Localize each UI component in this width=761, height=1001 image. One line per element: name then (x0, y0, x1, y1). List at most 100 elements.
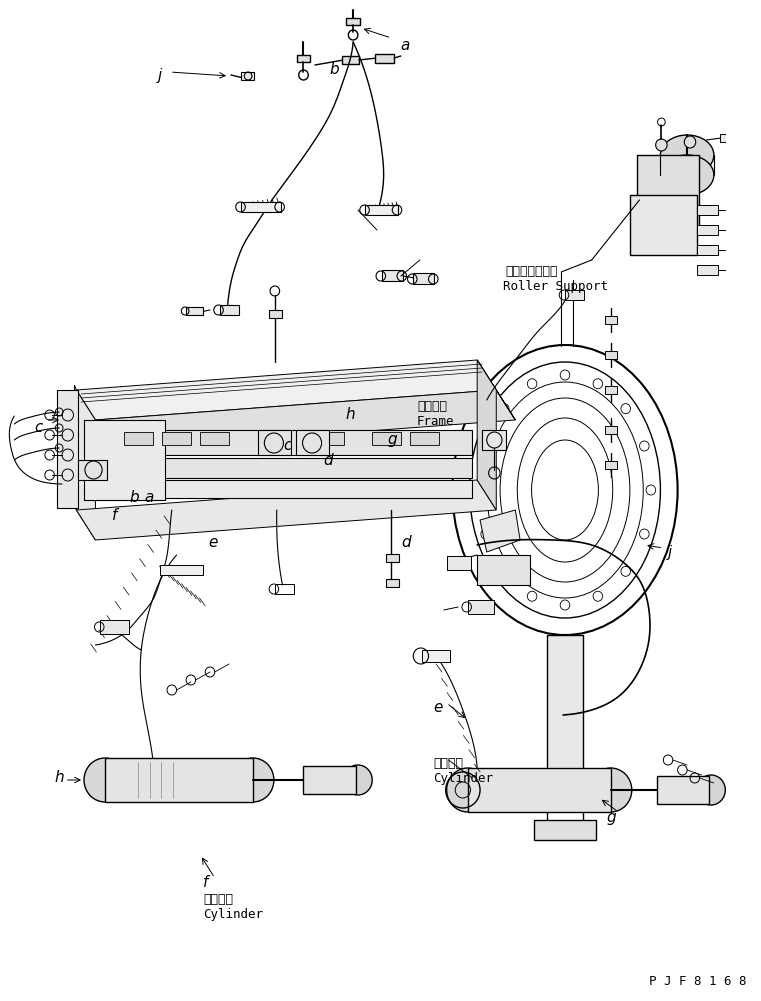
Text: d: d (401, 535, 410, 550)
Bar (630, 195, 696, 255)
Ellipse shape (661, 155, 714, 195)
Bar (110, 458, 473, 478)
Text: ローラサポート: ローラサポート (506, 265, 559, 278)
Text: c: c (34, 420, 43, 435)
Text: j: j (668, 545, 672, 560)
Bar (297, 55, 310, 62)
Polygon shape (76, 360, 496, 420)
Bar (382, 270, 403, 281)
Text: b: b (130, 490, 139, 505)
Bar (269, 310, 282, 318)
Bar (696, 205, 718, 215)
Text: j: j (158, 68, 162, 83)
Ellipse shape (343, 765, 372, 795)
Bar (375, 54, 394, 63)
Bar (413, 273, 435, 284)
Text: Frame: Frame (417, 415, 454, 428)
Polygon shape (477, 360, 496, 510)
Bar (468, 768, 611, 812)
Text: g: g (606, 810, 616, 825)
Text: シリンダ: シリンダ (433, 757, 463, 770)
Bar (605, 316, 616, 324)
Bar (636, 155, 699, 230)
Text: Cylinder: Cylinder (433, 772, 493, 785)
Text: b: b (330, 62, 339, 77)
Bar (386, 579, 399, 587)
Bar (240, 72, 254, 80)
Bar (110, 480, 473, 498)
Bar (696, 225, 718, 235)
Bar (304, 766, 356, 794)
Bar (534, 820, 596, 840)
Ellipse shape (84, 758, 126, 802)
Text: h: h (54, 770, 64, 785)
Bar (258, 432, 286, 445)
Bar (477, 555, 530, 585)
Bar (200, 432, 229, 445)
Bar (696, 245, 718, 255)
Text: a: a (144, 490, 154, 505)
Text: e: e (208, 535, 218, 550)
Bar (315, 432, 343, 445)
Bar (124, 432, 153, 445)
Text: P J F 8 1 6 8: P J F 8 1 6 8 (649, 975, 747, 988)
Bar (78, 460, 107, 480)
Bar (240, 202, 281, 212)
Bar (296, 430, 330, 455)
Bar (605, 351, 616, 359)
Bar (605, 386, 616, 394)
Ellipse shape (652, 215, 675, 235)
Bar (696, 265, 718, 275)
Bar (219, 305, 239, 315)
Bar (84, 420, 165, 500)
Bar (57, 390, 78, 508)
Bar (100, 620, 129, 634)
Bar (342, 56, 359, 64)
Bar (410, 432, 439, 445)
Bar (161, 565, 203, 575)
Bar (365, 205, 398, 215)
Text: h: h (345, 407, 355, 422)
Bar (547, 635, 583, 800)
Ellipse shape (696, 775, 725, 805)
Text: a: a (401, 38, 410, 53)
Text: Roller Support: Roller Support (503, 280, 608, 293)
Text: Cylinder: Cylinder (203, 908, 263, 921)
Text: フレーム: フレーム (417, 400, 447, 413)
Bar (275, 584, 294, 594)
Bar (105, 758, 253, 802)
Text: g: g (387, 432, 397, 447)
Bar (110, 430, 473, 455)
Bar (422, 650, 451, 662)
Bar (565, 290, 584, 300)
Polygon shape (95, 390, 515, 450)
Circle shape (684, 136, 696, 148)
Ellipse shape (590, 768, 632, 812)
Polygon shape (76, 390, 95, 540)
Bar (605, 426, 616, 434)
Bar (605, 461, 616, 469)
Text: d: d (323, 453, 333, 468)
Bar (447, 556, 470, 570)
Text: f: f (203, 875, 209, 890)
Bar (162, 432, 191, 445)
Polygon shape (76, 480, 496, 540)
Bar (657, 776, 709, 804)
Text: シリンダ: シリンダ (203, 893, 234, 906)
Polygon shape (477, 360, 515, 420)
Bar (346, 18, 360, 25)
Bar (258, 430, 291, 455)
Text: e: e (433, 700, 443, 715)
Text: c: c (283, 438, 291, 453)
Bar (386, 554, 399, 562)
Ellipse shape (447, 768, 489, 812)
Circle shape (656, 139, 667, 151)
Bar (372, 432, 401, 445)
Polygon shape (480, 510, 520, 552)
Polygon shape (75, 385, 76, 510)
Ellipse shape (232, 758, 274, 802)
Bar (720, 134, 737, 142)
Bar (186, 307, 203, 315)
Bar (468, 600, 495, 614)
Bar (482, 430, 506, 450)
